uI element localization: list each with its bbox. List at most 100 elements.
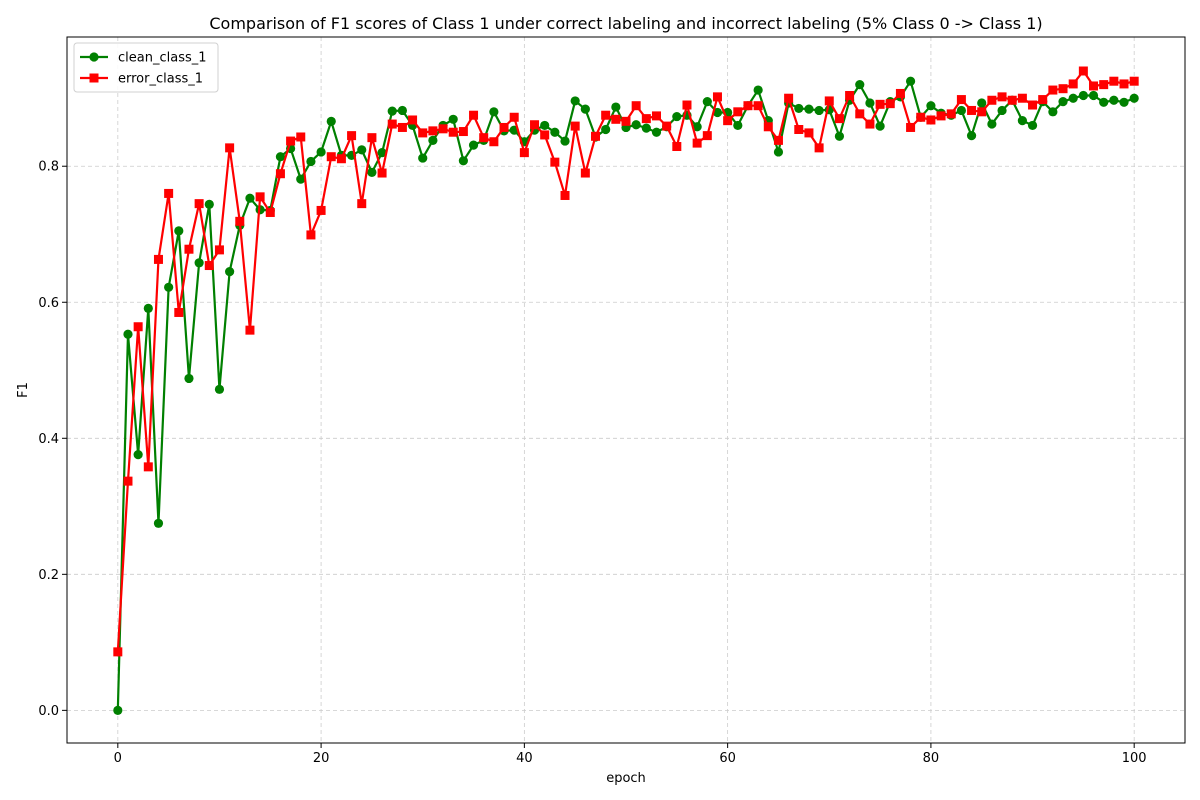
data-point	[1129, 93, 1139, 103]
data-point	[458, 156, 468, 166]
data-point	[1068, 93, 1078, 103]
data-point	[773, 147, 784, 157]
data-point	[1058, 97, 1068, 107]
y-tick-label: 0.0	[38, 704, 59, 719]
data-point	[367, 167, 377, 177]
data-point	[306, 156, 316, 167]
data-point	[672, 142, 682, 152]
data-point	[733, 107, 743, 117]
data-point	[448, 127, 458, 137]
data-point	[133, 450, 143, 460]
data-point	[1048, 107, 1058, 117]
data-point	[164, 282, 174, 292]
data-point	[1119, 97, 1129, 107]
data-point	[611, 114, 621, 124]
data-point	[977, 98, 987, 108]
data-point	[123, 329, 133, 339]
legend-item: clean_class_1	[80, 51, 207, 66]
x-tick-label: 40	[516, 751, 533, 766]
data-point	[875, 121, 885, 131]
data-point	[580, 168, 590, 178]
data-point	[286, 136, 296, 146]
data-point	[1038, 95, 1048, 105]
series-layer	[113, 66, 1139, 715]
data-point	[377, 168, 387, 178]
data-point	[773, 135, 783, 145]
data-point	[1099, 80, 1109, 90]
data-point	[1109, 76, 1119, 86]
data-point	[865, 98, 875, 108]
data-point	[662, 121, 672, 131]
data-point	[611, 102, 621, 112]
data-point	[1109, 95, 1119, 105]
data-point	[905, 76, 916, 86]
data-point	[712, 107, 723, 118]
data-point	[997, 105, 1007, 116]
data-point	[1129, 76, 1139, 86]
data-point	[489, 137, 499, 147]
data-point	[225, 143, 235, 153]
data-point	[326, 152, 336, 162]
data-point	[214, 245, 224, 255]
data-point	[275, 152, 286, 162]
data-point	[113, 705, 123, 715]
data-point	[133, 322, 143, 332]
data-point	[784, 93, 794, 103]
data-point	[479, 133, 489, 143]
data-point	[448, 114, 458, 124]
data-point	[469, 110, 479, 120]
y-axis-label: F1	[16, 382, 31, 398]
data-point	[956, 105, 967, 116]
data-point	[255, 192, 265, 202]
y-tick-label: 0.2	[38, 568, 59, 583]
data-point	[265, 207, 275, 217]
data-point	[855, 80, 865, 90]
data-point	[245, 325, 255, 335]
data-point	[631, 120, 641, 130]
data-point	[621, 116, 631, 126]
data-point	[794, 125, 804, 135]
data-point	[1078, 90, 1088, 101]
y-tick-label: 0.8	[38, 160, 59, 175]
data-point	[865, 119, 875, 129]
data-point	[499, 122, 509, 132]
data-point	[641, 114, 651, 124]
data-point	[387, 106, 397, 116]
x-tick-label: 60	[719, 751, 736, 766]
y-tick-label: 0.4	[38, 432, 59, 447]
plot-frame	[66, 36, 1186, 744]
data-point	[560, 190, 570, 200]
data-point	[570, 96, 580, 106]
data-point	[875, 99, 885, 109]
data-point	[184, 244, 194, 254]
data-point	[1048, 85, 1058, 95]
data-point	[702, 131, 712, 141]
data-point	[296, 174, 306, 184]
data-point	[113, 647, 123, 657]
data-point	[519, 148, 529, 158]
data-point	[164, 188, 174, 198]
data-point	[408, 115, 418, 125]
chart-title: Comparison of F1 scores of Class 1 under…	[209, 14, 1042, 33]
data-point	[489, 107, 499, 117]
data-point	[997, 92, 1007, 102]
data-point	[509, 112, 519, 122]
data-point	[855, 109, 865, 119]
data-point	[468, 140, 479, 150]
data-point	[225, 267, 235, 277]
data-point	[204, 199, 214, 209]
data-point	[946, 109, 956, 119]
data-point	[194, 199, 204, 209]
data-point	[123, 476, 133, 486]
data-point	[1017, 116, 1027, 126]
data-point	[296, 132, 306, 142]
data-point	[1088, 90, 1099, 101]
data-point	[601, 124, 611, 135]
data-point	[651, 111, 661, 121]
data-point	[885, 99, 895, 109]
data-point	[326, 116, 336, 126]
data-point	[214, 384, 225, 394]
data-point	[1119, 79, 1129, 89]
data-point	[418, 153, 428, 163]
legend-item: error_class_1	[80, 72, 203, 87]
